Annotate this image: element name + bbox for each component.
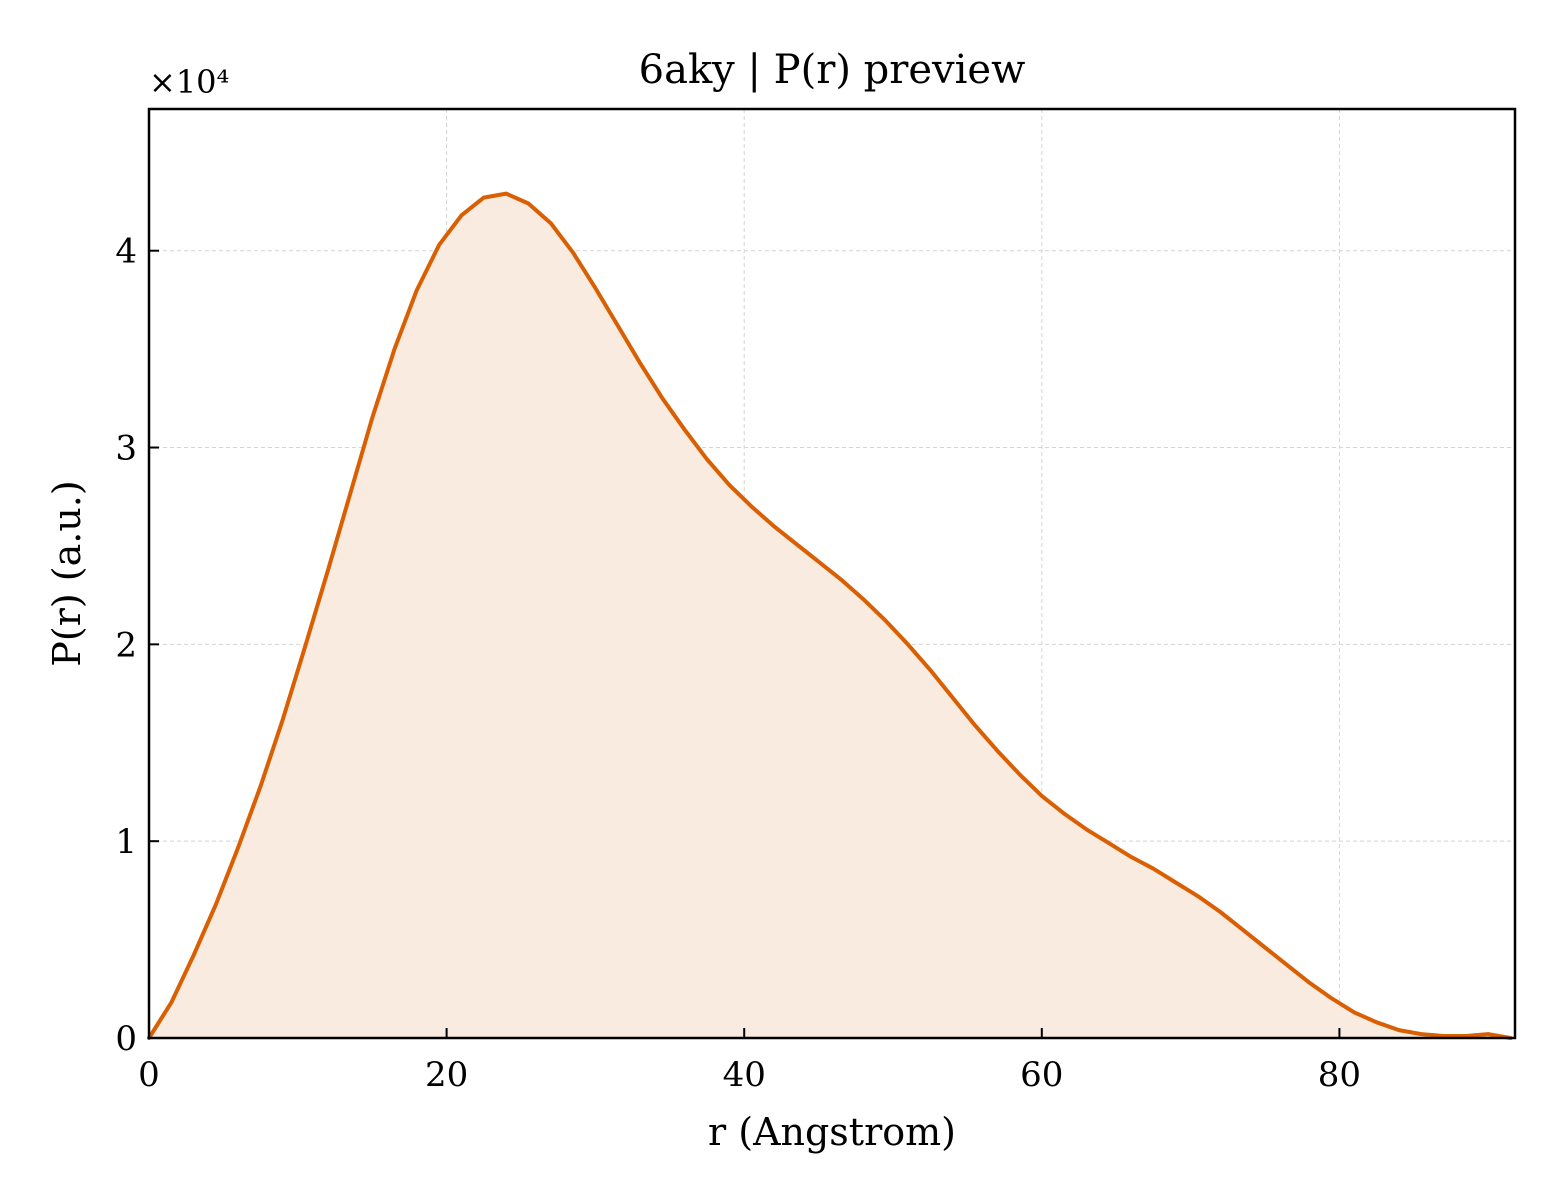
- plot-frame: [147, 107, 1517, 1040]
- y-tick-label: 0: [115, 1019, 137, 1059]
- x-axis-label: r (Angstrom): [708, 1110, 956, 1154]
- y-axis-multiplier: ×10⁴: [149, 63, 229, 101]
- chart-title: 6aky | P(r) preview: [639, 47, 1026, 93]
- y-tick-label: 1: [115, 822, 137, 862]
- x-tick-label: 40: [723, 1055, 766, 1095]
- x-tick-label: 60: [1020, 1055, 1063, 1095]
- x-tick-label: 80: [1318, 1055, 1361, 1095]
- axis-ticks: 0 20 40 60 80 0 1 2 3 4: [115, 232, 1361, 1095]
- y-axis-label: P(r) (a.u.): [45, 480, 89, 666]
- series-line: [147, 191, 1513, 1040]
- x-tick-label: 20: [425, 1055, 468, 1095]
- series-area-fill: [149, 193, 1511, 1039]
- x-tick-label: 0: [138, 1055, 160, 1095]
- y-tick-label: 3: [115, 429, 137, 469]
- y-tick-label: 2: [115, 625, 137, 665]
- y-tick-label: 4: [115, 232, 137, 272]
